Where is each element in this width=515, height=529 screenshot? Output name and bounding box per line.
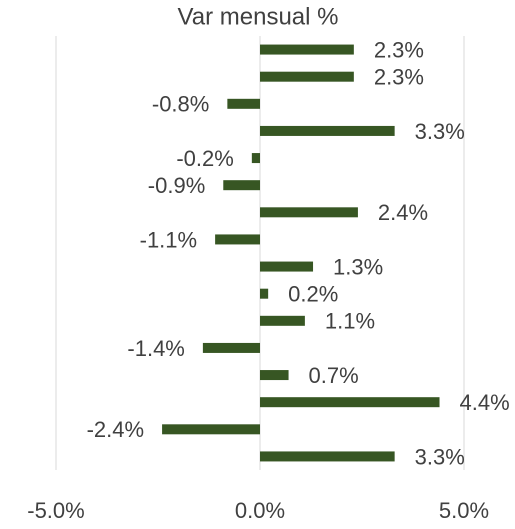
data-label: 4.4% (460, 390, 510, 415)
bar (260, 125, 395, 136)
bar (260, 370, 289, 381)
bar (260, 288, 269, 299)
data-label: 3.3% (415, 444, 465, 469)
data-label: 2.3% (374, 65, 424, 90)
data-label: -0.8% (152, 92, 209, 117)
bar (162, 424, 260, 435)
data-label: 0.7% (309, 363, 359, 388)
bar (260, 71, 354, 82)
bar (202, 342, 260, 353)
data-label: -0.9% (148, 173, 205, 198)
bar (215, 234, 260, 245)
bar (260, 451, 395, 462)
bar (223, 180, 260, 191)
bar (260, 44, 354, 55)
data-label: -1.4% (127, 336, 184, 361)
bar (251, 153, 260, 164)
data-label: 1.3% (333, 254, 383, 279)
bar (260, 207, 358, 218)
bar (260, 397, 440, 408)
bar (260, 261, 314, 272)
data-label: 0.2% (288, 282, 338, 307)
x-tick-label: 0.0% (235, 498, 285, 523)
x-tick-label: -5.0% (27, 498, 84, 523)
data-label: 3.3% (415, 119, 465, 144)
data-label: 2.4% (378, 200, 428, 225)
data-label: -0.2% (176, 146, 233, 171)
chart-title: Var mensual % (178, 3, 339, 30)
x-tick-label: 5.0% (439, 498, 489, 523)
data-label: 1.1% (325, 309, 375, 334)
bar (260, 315, 305, 326)
bar (227, 98, 260, 109)
data-label: -2.4% (87, 417, 144, 442)
data-label: -1.1% (140, 227, 197, 252)
data-label: 2.3% (374, 37, 424, 62)
